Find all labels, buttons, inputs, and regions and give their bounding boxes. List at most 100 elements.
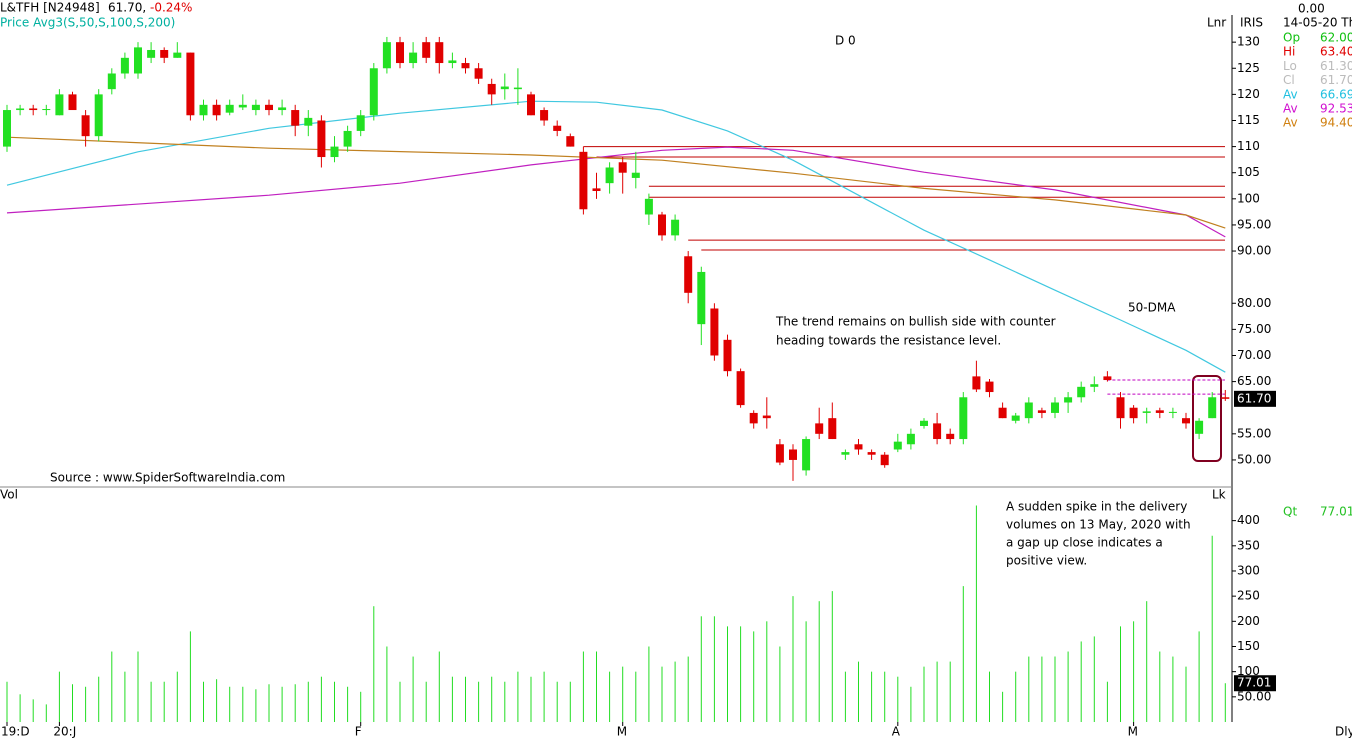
candle-body xyxy=(906,433,915,445)
candle-body xyxy=(985,381,994,393)
y-tick-label: 110 xyxy=(1237,139,1260,153)
candle-body xyxy=(199,104,208,116)
candle-body xyxy=(1011,415,1020,421)
volume-tick-label: 350 xyxy=(1237,538,1260,552)
trend-note: The trend remains on bullish side with c… xyxy=(775,315,1056,329)
candle-body xyxy=(1195,420,1204,434)
candle-body xyxy=(1142,411,1151,413)
qt-value: 77.01 xyxy=(1320,505,1352,519)
qt-label: Qt xyxy=(1283,505,1297,519)
candle-body xyxy=(304,117,313,126)
volume-tick-label: 200 xyxy=(1237,614,1260,628)
y-tick-label: 70.00 xyxy=(1237,348,1271,362)
candle-body xyxy=(566,136,575,147)
y-tick-label: 75.00 xyxy=(1237,322,1271,336)
candle-body xyxy=(94,94,103,137)
volume-tag: 77.01 xyxy=(1237,676,1271,690)
volume-tick-label: 400 xyxy=(1237,513,1260,527)
volume-tick-label: 50.00 xyxy=(1237,689,1271,703)
candle-body xyxy=(134,47,142,74)
source: Source : www.SpiderSoftwareIndia.com xyxy=(50,471,285,485)
panel-label: Cl xyxy=(1283,73,1295,87)
candle-body xyxy=(540,110,549,121)
candle-body xyxy=(1182,418,1190,424)
candle-body xyxy=(1090,384,1099,387)
x-tick-label: A xyxy=(892,725,901,739)
candle-body xyxy=(107,73,116,90)
candle-body xyxy=(3,110,11,147)
panel-label: Av xyxy=(1283,102,1298,116)
y-tick-label: 105 xyxy=(1237,165,1260,179)
y-tick-label: 115 xyxy=(1237,113,1260,127)
candle-body xyxy=(736,371,745,406)
volume-tick-label: 150 xyxy=(1237,639,1260,653)
candle-body xyxy=(147,49,156,58)
candle-body xyxy=(356,115,365,131)
candle-body xyxy=(238,104,247,108)
y-tick-label: 50.00 xyxy=(1237,452,1271,466)
candle-body xyxy=(16,108,25,111)
moving-average xyxy=(6,100,1226,373)
candle-body xyxy=(513,87,522,90)
panel-value: 94.40 xyxy=(1320,116,1352,130)
candle-body xyxy=(291,110,300,126)
last-price: 61.70, xyxy=(108,1,146,15)
panel-name: IRIS xyxy=(1240,16,1263,30)
candle-body xyxy=(160,49,169,58)
candle-body xyxy=(644,198,653,215)
candle-body xyxy=(893,441,902,450)
candle-body xyxy=(618,162,627,173)
candle-body xyxy=(317,120,326,158)
candle-body xyxy=(1024,402,1033,419)
candle-body xyxy=(422,42,431,58)
candle-body xyxy=(959,397,968,440)
moving-average xyxy=(6,146,1226,238)
candle-body xyxy=(841,452,850,455)
candle-body xyxy=(435,42,444,64)
change: -0.24% xyxy=(150,1,192,15)
panel-value: 61.30 xyxy=(1320,59,1352,73)
candle-body xyxy=(789,449,797,460)
candle-body xyxy=(474,68,483,79)
symbol: L&TFH [N24948] xyxy=(0,1,100,15)
candle-body xyxy=(448,60,457,64)
highlight-box xyxy=(1192,375,1222,462)
candle-body xyxy=(880,454,889,466)
panel-value: 61.70 xyxy=(1320,73,1352,87)
volume-note: volumes on 13 May, 2020 with xyxy=(1006,518,1191,532)
volume-tag-bg xyxy=(1234,675,1276,692)
candle-body xyxy=(186,52,195,116)
panel-value: 62.00 xyxy=(1320,31,1352,45)
y-tick-label: 65.00 xyxy=(1237,374,1271,388)
candle-body xyxy=(854,444,863,450)
panel-label: Hi xyxy=(1283,45,1295,59)
volume-note: positive view. xyxy=(1006,554,1087,568)
panel-top: 0.00 xyxy=(1298,2,1325,16)
candle-body xyxy=(81,115,90,137)
y-tick-label: 55.00 xyxy=(1237,426,1271,440)
panel-value: 63.40 xyxy=(1320,45,1352,59)
candle-body xyxy=(723,339,732,372)
panel-label: Av xyxy=(1283,87,1298,101)
candle-body xyxy=(684,256,693,293)
candle-body xyxy=(775,444,784,463)
candle-body xyxy=(1155,410,1164,413)
candle-body xyxy=(68,94,77,111)
scale-mode: Lnr xyxy=(1207,16,1226,30)
candle-body xyxy=(369,68,378,116)
candle-body xyxy=(1064,397,1073,403)
candle-body xyxy=(382,42,391,69)
candle-body xyxy=(120,57,129,74)
x-tick-label: 20:J xyxy=(53,725,76,739)
candle-body xyxy=(749,412,758,424)
candle-body xyxy=(251,104,260,111)
x-tick-label: M xyxy=(617,725,627,739)
x-tick-label: M xyxy=(1128,725,1138,739)
y-tick-label: 95.00 xyxy=(1237,217,1271,231)
candle-body xyxy=(998,407,1007,419)
candle-body xyxy=(579,151,588,210)
y-tick-label: 100 xyxy=(1237,191,1260,205)
y-tick-label: 90.00 xyxy=(1237,244,1271,258)
